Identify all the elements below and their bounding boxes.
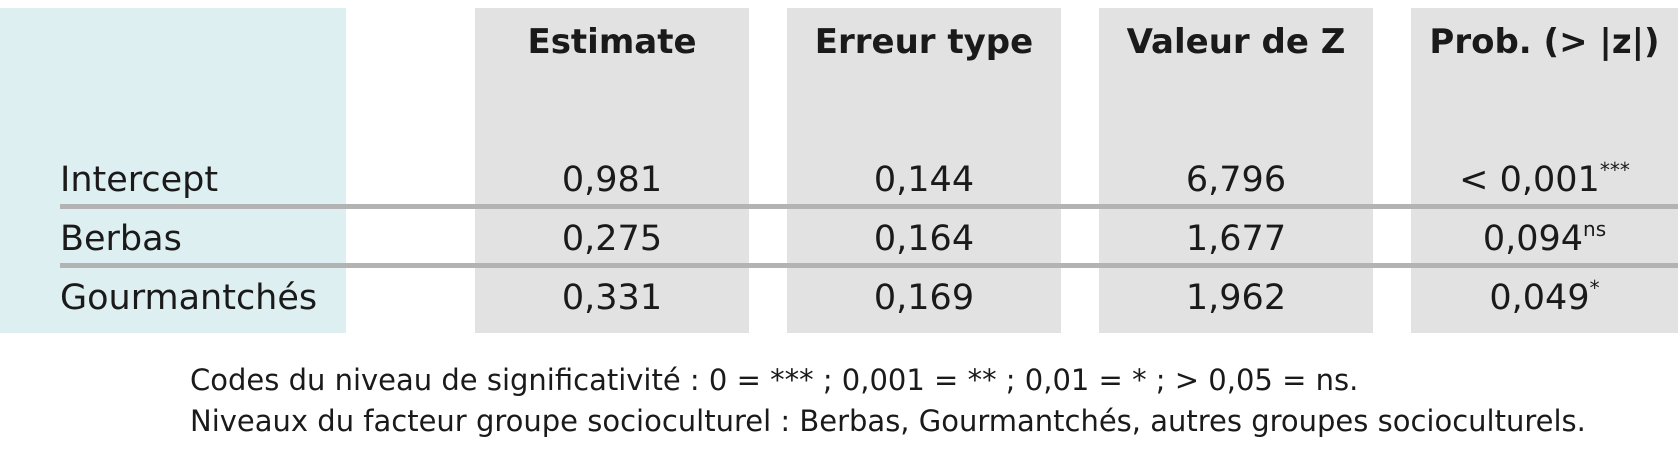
row-label-column-background xyxy=(0,8,346,333)
header-standard-error: Erreur type xyxy=(814,22,1034,62)
estimate-column-background xyxy=(475,8,749,333)
row-separator xyxy=(60,263,1678,268)
probability-column-background xyxy=(1411,8,1678,333)
standard-error-value: 0,164 xyxy=(873,219,975,259)
z-value: 6,796 xyxy=(1185,160,1287,200)
row-label: Gourmantchés xyxy=(60,278,318,318)
standard-error-value: 0,144 xyxy=(873,160,975,200)
row-label: Intercept xyxy=(60,160,219,200)
z-value: 1,962 xyxy=(1185,278,1287,318)
standard-error-value: 0,169 xyxy=(873,278,975,318)
row-separator xyxy=(60,204,1678,209)
header-z-value: Valeur de Z xyxy=(1126,22,1346,62)
table-row-berbas: Berbas 0,275 0,164 1,677 0,094ns xyxy=(0,214,1678,264)
factor-levels-note: Niveaux du facteur groupe socioculturel … xyxy=(190,404,1586,438)
significance-code: ns xyxy=(1583,217,1607,241)
z-value: 1,677 xyxy=(1185,219,1287,259)
table-row-intercept: Intercept 0,981 0,144 6,796 < 0,001*** xyxy=(0,155,1678,205)
significance-code: * xyxy=(1589,276,1600,300)
probability-value: 0,094 xyxy=(1482,219,1584,259)
probability-value: 0,049 xyxy=(1489,278,1590,318)
standard-error-column-background xyxy=(787,8,1061,333)
header-estimate: Estimate xyxy=(527,22,697,62)
significance-codes-note: Codes du niveau de significativité : 0 =… xyxy=(190,363,1359,397)
header-probability: Prob. (> |z|) xyxy=(1429,22,1660,62)
probability-cell: 0,094ns xyxy=(1411,214,1678,264)
estimate-value: 0,275 xyxy=(561,219,663,259)
row-label: Berbas xyxy=(60,219,182,259)
table-row-gourmantches: Gourmantchés 0,331 0,169 1,962 0,049* xyxy=(0,273,1678,323)
probability-cell: 0,049* xyxy=(1411,273,1678,323)
estimate-value: 0,331 xyxy=(561,278,663,318)
estimate-value: 0,981 xyxy=(561,160,663,200)
probability-cell: < 0,001*** xyxy=(1411,155,1678,205)
z-value-column-background xyxy=(1099,8,1373,333)
probability-value: < 0,001 xyxy=(1459,160,1600,200)
significance-code: *** xyxy=(1599,158,1630,182)
